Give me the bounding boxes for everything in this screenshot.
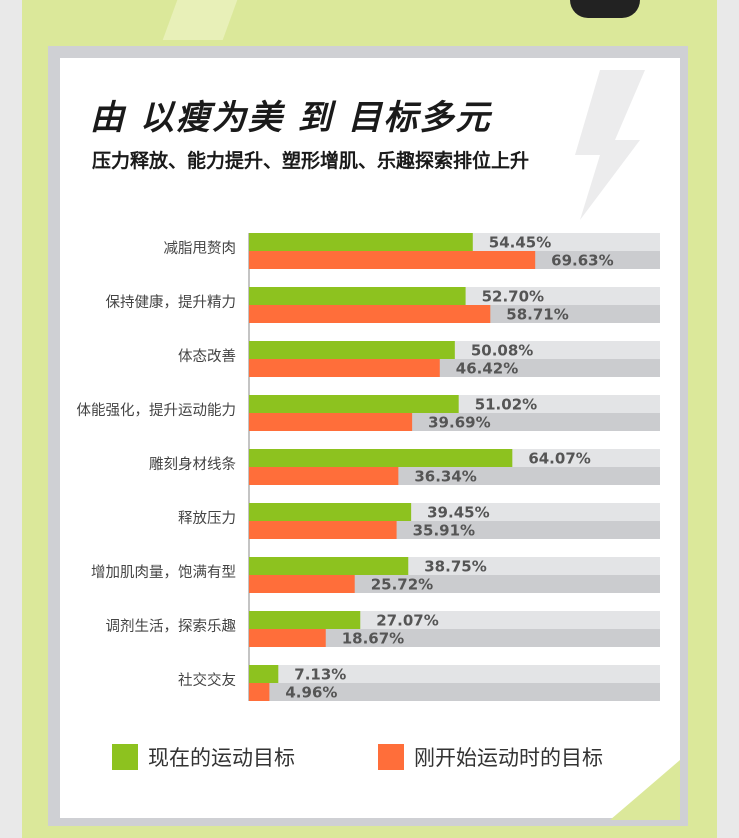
- data-label: 69.63%: [551, 252, 613, 270]
- bar-initial: [249, 413, 413, 431]
- bar-initial: [249, 251, 536, 269]
- bar-initial: [249, 521, 397, 539]
- bar-initial: [249, 683, 270, 701]
- chart-subtitle: 压力释放、能力提升、塑形增肌、乐趣探索排位上升: [92, 150, 530, 172]
- data-label: 38.75%: [424, 558, 486, 576]
- data-label: 39.45%: [427, 504, 489, 522]
- bar-track: [249, 665, 660, 683]
- bar-current: [249, 557, 409, 575]
- background-left-edge: [0, 0, 22, 838]
- data-label: 54.45%: [489, 234, 551, 252]
- category-label: 社交交友: [178, 671, 236, 689]
- bar-track: [249, 683, 660, 701]
- data-label: 18.67%: [342, 630, 404, 648]
- category-label: 调剂生活，探索乐趣: [106, 618, 237, 635]
- data-label: 46.42%: [456, 360, 518, 378]
- bar-current: [249, 503, 412, 521]
- data-label: 35.91%: [413, 522, 475, 540]
- data-label: 50.08%: [471, 342, 533, 360]
- data-label: 51.02%: [475, 396, 537, 414]
- legend-label-initial: 刚开始运动时的目标: [414, 746, 603, 770]
- bar-current: [249, 611, 361, 629]
- bar-initial: [249, 629, 326, 647]
- bar-current: [249, 395, 459, 413]
- background-shape: [570, 0, 640, 18]
- legend-swatch-current: [112, 744, 138, 770]
- category-label: 减脂甩赘肉: [164, 239, 237, 257]
- data-label: 39.69%: [428, 414, 490, 432]
- data-label: 7.13%: [294, 666, 346, 684]
- data-label: 4.96%: [285, 684, 337, 702]
- bar-initial: [249, 467, 399, 485]
- bar-current: [249, 233, 473, 251]
- bar-current: [249, 341, 455, 359]
- legend-item-initial: 刚开始运动时的目标: [378, 742, 603, 772]
- bar-track: [249, 629, 660, 647]
- category-label: 保持健康，提升精力: [106, 294, 237, 311]
- data-label: 36.34%: [414, 468, 476, 486]
- category-label: 雕刻身材线条: [149, 456, 236, 473]
- category-label: 体能强化，提升运动能力: [77, 402, 237, 419]
- data-label: 52.70%: [482, 288, 544, 306]
- legend-swatch-initial: [378, 744, 404, 770]
- chart-title: 由 以瘦为美 到 目标多元: [90, 98, 492, 138]
- bar-current: [249, 449, 513, 467]
- background-right-edge: [717, 0, 739, 838]
- category-label: 体态改善: [178, 348, 236, 365]
- bar-initial: [249, 305, 491, 323]
- data-label: 27.07%: [376, 612, 438, 630]
- bar-initial: [249, 575, 355, 593]
- legend-item-current: 现在的运动目标: [112, 742, 295, 772]
- legend-label-current: 现在的运动目标: [148, 746, 295, 770]
- bar-current: [249, 665, 279, 683]
- data-label: 25.72%: [371, 576, 433, 594]
- data-label: 64.07%: [528, 450, 590, 468]
- data-label: 58.71%: [506, 306, 568, 324]
- category-label: 增加肌肉量，饱满有型: [91, 564, 236, 581]
- bar-current: [249, 287, 466, 305]
- category-label: 释放压力: [178, 510, 236, 527]
- lightning-decoration-icon: [575, 70, 645, 220]
- bar-initial: [249, 359, 440, 377]
